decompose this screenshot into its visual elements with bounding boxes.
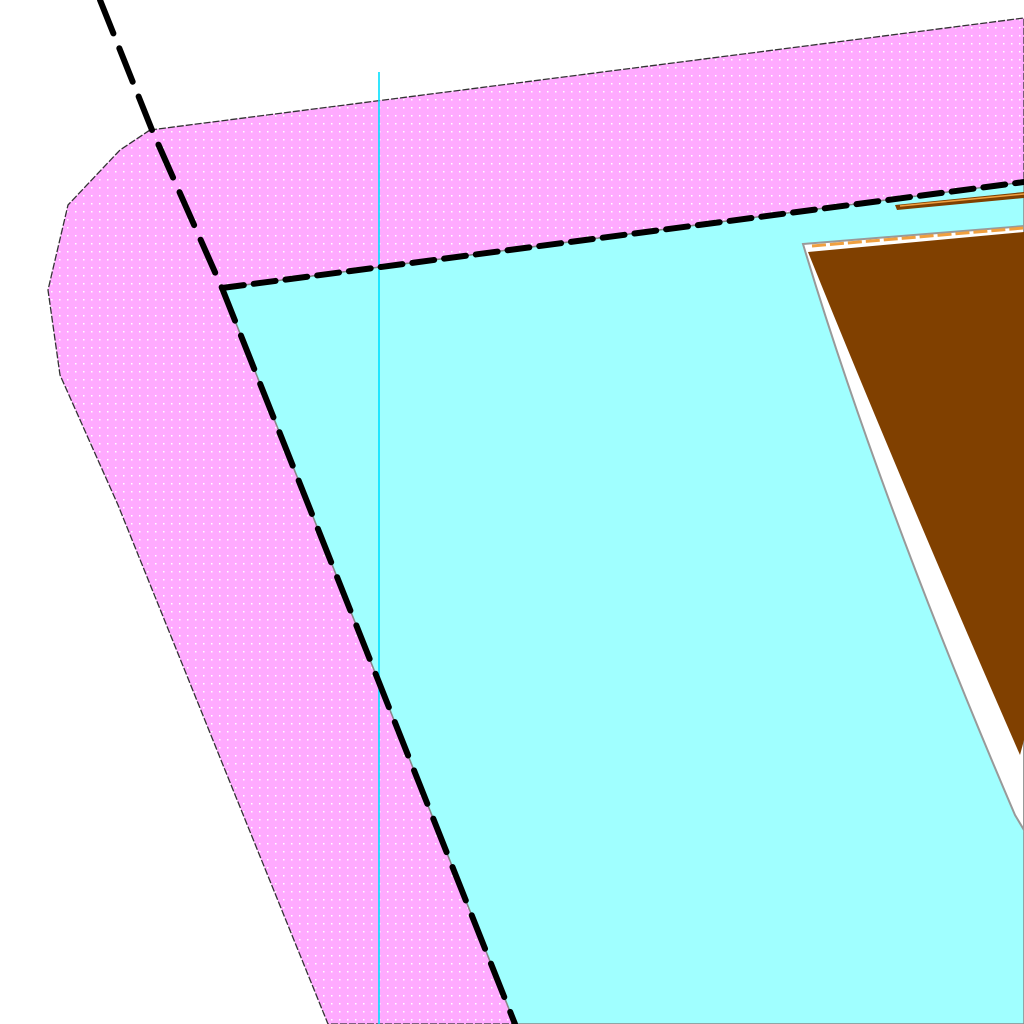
boundary-line-top[interactable] [219, 179, 1024, 291]
building-sliver-edge [899, 193, 1024, 207]
building-footprint[interactable] [808, 232, 1024, 755]
boundary-line-left[interactable] [97, 0, 518, 1024]
